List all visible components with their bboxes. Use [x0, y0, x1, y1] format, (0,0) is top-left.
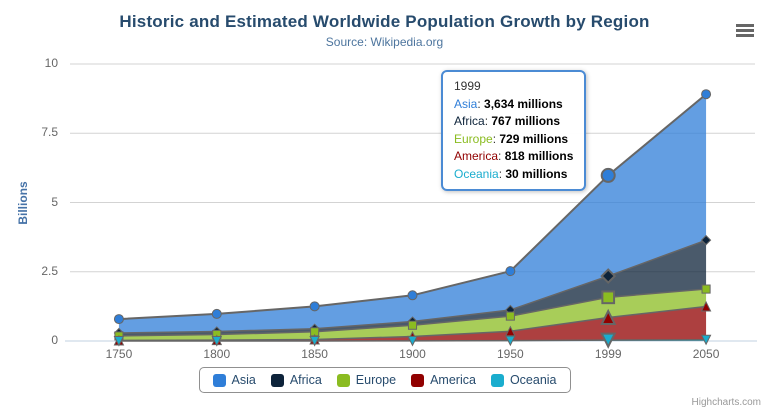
legend-label: Oceania	[509, 373, 557, 387]
hamburger-menu-icon[interactable]	[733, 20, 757, 40]
legend-swatch-europe	[336, 373, 350, 387]
tooltip-series-value: 818 millions	[504, 149, 574, 163]
tooltip-row: America: 818 millions	[454, 149, 574, 163]
legend-swatch-africa	[270, 373, 284, 387]
tooltip-row: Europe: 729 millions	[454, 131, 569, 146]
data-point-marker-asia[interactable]	[701, 89, 712, 100]
x-axis-label: 2050	[692, 347, 720, 361]
tooltip-series-value: 729 millions	[499, 131, 569, 146]
tooltip-series-value: 3,634 millions	[484, 96, 563, 111]
data-point-marker-africa[interactable]	[600, 268, 617, 284]
legend-item-africa[interactable]: Africa	[270, 373, 322, 387]
legend-item-america[interactable]: America	[411, 373, 476, 387]
data-point-marker-asia[interactable]	[600, 167, 616, 183]
x-axis-label: 1800	[203, 347, 231, 361]
tooltip-series-label: America	[454, 149, 499, 163]
tooltip-series-value: 767 millions	[491, 114, 561, 128]
legend-item-asia[interactable]: Asia	[212, 373, 256, 387]
legend-swatch-oceania	[490, 373, 504, 387]
tooltip-series-label: Europe	[454, 131, 493, 146]
tooltip-series-label: Africa	[454, 114, 485, 128]
tooltip-series-value: 30 millions	[505, 166, 568, 181]
chart-title: Historic and Estimated Worldwide Populat…	[119, 12, 650, 31]
area-series-asia[interactable]	[118, 94, 707, 333]
legend-item-oceania[interactable]: Oceania	[490, 373, 557, 387]
legend-label: Europe	[355, 373, 397, 387]
data-point-marker-europe[interactable]	[505, 311, 515, 321]
x-axis-label: 1999	[594, 347, 622, 361]
y-axis-label: 5	[51, 194, 58, 209]
legend-swatch-asia	[212, 373, 226, 387]
data-point-marker-oceania[interactable]	[505, 335, 516, 347]
tooltip-row: Asia: 3,634 millions	[454, 96, 563, 111]
y-axis-label: 2.5	[41, 263, 58, 278]
y-axis-label: 0	[51, 333, 58, 347]
legend: Asia Africa Europe America Oceania	[198, 367, 571, 393]
data-point-marker-oceania[interactable]	[700, 334, 712, 346]
x-axis-label: 1850	[301, 347, 328, 361]
tooltip: 1999 Asia: 3,634 millions Africa: 767 mil…	[441, 70, 587, 191]
tooltip-series-label: Oceania	[454, 166, 499, 181]
data-point-marker-oceania[interactable]	[407, 335, 418, 347]
area-series-america[interactable]	[118, 306, 707, 341]
data-point-marker-oceania[interactable]	[113, 335, 125, 347]
data-point-marker-europe[interactable]	[701, 284, 711, 294]
credits-link[interactable]: Highcharts.com	[691, 397, 761, 408]
tooltip-row: Africa: 767 millions	[454, 114, 561, 128]
data-point-marker-america[interactable]	[600, 308, 617, 326]
data-point-marker-oceania[interactable]	[600, 332, 617, 349]
legend-swatch-america	[411, 373, 425, 387]
x-axis-label: 1950	[496, 347, 524, 361]
area-series-africa[interactable]	[118, 240, 707, 336]
legend-label: Africa	[289, 373, 322, 387]
x-axis-label: 1750	[105, 347, 133, 361]
data-point-marker-europe[interactable]	[601, 290, 616, 305]
chart-subtitle: Source: Wikipedia.org	[325, 35, 444, 49]
data-point-marker-america[interactable]	[700, 300, 712, 312]
legend-label: Asia	[231, 373, 256, 387]
y-axis-label: 7.5	[41, 125, 58, 140]
y-axis-label: 10	[44, 56, 58, 70]
tooltip-header: 1999	[454, 79, 481, 93]
data-point-marker-asia[interactable]	[505, 266, 516, 277]
tooltip-row: Oceania: 30 millions	[454, 166, 568, 181]
data-point-marker-oceania[interactable]	[309, 335, 320, 347]
data-point-marker-asia[interactable]	[113, 314, 124, 325]
data-point-marker-asia[interactable]	[211, 308, 222, 319]
x-axis-label: 1900	[399, 347, 426, 361]
data-point-marker-oceania[interactable]	[211, 335, 223, 347]
tooltip-series-label: Asia	[454, 96, 478, 111]
data-point-marker-africa[interactable]	[700, 234, 712, 246]
data-point-marker-asia[interactable]	[407, 290, 418, 301]
legend-label: America	[430, 373, 476, 387]
data-point-marker-asia[interactable]	[309, 301, 320, 312]
data-point-marker-europe[interactable]	[407, 320, 418, 330]
legend-item-europe[interactable]: Europe	[336, 373, 397, 387]
